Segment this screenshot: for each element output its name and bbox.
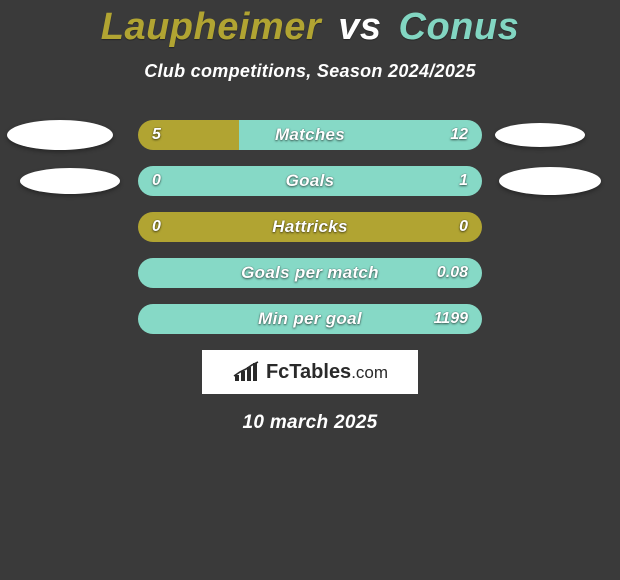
stat-seg-right xyxy=(138,166,482,196)
stats-area: Matches512 Goals01 Hattricks00 Goals per ma… xyxy=(0,120,620,334)
logo: FcTables.com xyxy=(232,361,388,384)
title-player2: Conus xyxy=(399,6,520,48)
page-title: Laupheimer vs Conus xyxy=(0,0,620,49)
page-root: Laupheimer vs Conus Club competitions, S… xyxy=(0,0,620,580)
stat-seg-left xyxy=(138,212,482,242)
logo-chart-icon xyxy=(232,361,260,383)
decor-ellipse-e2 xyxy=(495,123,585,147)
title-player1: Laupheimer xyxy=(101,6,321,48)
logo-box: FcTables.com xyxy=(202,350,418,394)
logo-brand: FcTables xyxy=(266,361,351,383)
decor-ellipse-e3 xyxy=(20,168,120,194)
stat-row-goals: Goals01 xyxy=(138,166,482,196)
stat-seg-left xyxy=(138,120,239,150)
logo-text: FcTables.com xyxy=(266,361,388,384)
stat-seg-right xyxy=(138,258,482,288)
stat-row-matches: Matches512 xyxy=(138,120,482,150)
stat-row-hattricks: Hattricks00 xyxy=(138,212,482,242)
decor-ellipse-e4 xyxy=(499,167,601,195)
date-text: 10 march 2025 xyxy=(0,412,620,434)
stat-row-mpg: Min per goal1199 xyxy=(138,304,482,334)
title-vs: vs xyxy=(338,6,381,48)
stat-row-gpm: Goals per match0.08 xyxy=(138,258,482,288)
stat-seg-right xyxy=(138,304,482,334)
stat-seg-right xyxy=(239,120,482,150)
subtitle-text: Club competitions, Season 2024/2025 xyxy=(0,61,620,82)
logo-tld: .com xyxy=(351,363,388,382)
decor-ellipse-e1 xyxy=(7,120,113,150)
